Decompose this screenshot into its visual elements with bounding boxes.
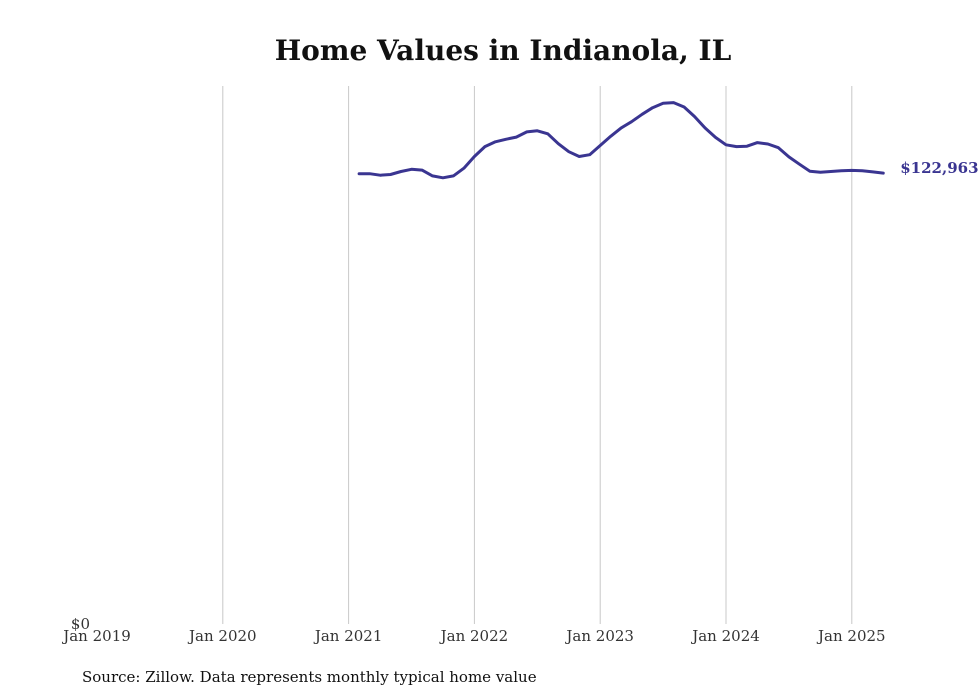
series-group (357, 101, 885, 180)
x-tick-label: Jan 2021 (313, 627, 383, 645)
x-tick-label: Jan 2024 (690, 627, 760, 645)
x-tick-label: Jan 2019 (61, 627, 131, 645)
home-value-line (357, 101, 885, 180)
y-tick-label: $0 (71, 615, 90, 633)
x-tick-label: Jan 2025 (816, 627, 886, 645)
x-tick-label: Jan 2022 (439, 627, 509, 645)
x-tick-label: Jan 2020 (187, 627, 257, 645)
end-value-label: $122,963 (900, 159, 978, 177)
source-note: Source: Zillow. Data represents monthly … (82, 668, 537, 686)
x-axis: Jan 2019 Jan 2020 Jan 2021 Jan 2022 Jan 2023… (61, 627, 885, 645)
y-axis: $0 (71, 615, 90, 633)
chart-title: Home Values in Indianola, IL (275, 34, 732, 67)
grid-lines (222, 86, 853, 624)
x-tick-label: Jan 2023 (564, 627, 634, 645)
